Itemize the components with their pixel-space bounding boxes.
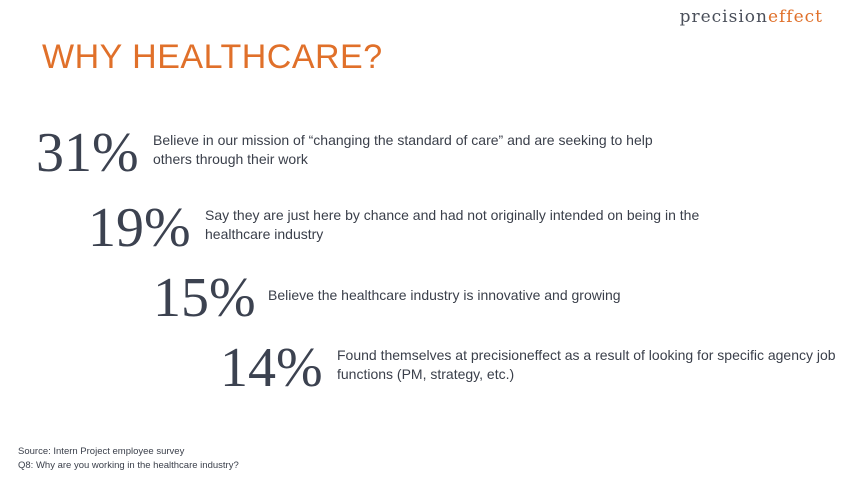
stat-percentage: 31%: [36, 122, 139, 184]
stat-percentage: 15%: [153, 267, 256, 329]
slide-title: WHY HEALTHCARE?: [42, 38, 383, 76]
stat-description: Found themselves at precisioneffect as a…: [337, 347, 836, 382]
stat-percentage: 14%: [220, 337, 323, 399]
logo-part-precision: precision: [679, 7, 768, 27]
question-line: Q8: Why are you working in the healthcar…: [18, 460, 239, 471]
stat-percentage: 19%: [88, 197, 191, 259]
logo-part-effect: effect: [767, 7, 823, 27]
company-logo: precisioneffect: [680, 7, 823, 27]
source-line: Source: Intern Project employee survey: [18, 446, 185, 457]
stat-description: Say they are just here by chance and had…: [205, 207, 700, 242]
stat-description: Believe the healthcare industry is innov…: [268, 287, 621, 303]
stat-description: Believe in our mission of “changing the …: [153, 132, 653, 167]
source-note: Source: Intern Project employee survey Q…: [18, 445, 239, 473]
